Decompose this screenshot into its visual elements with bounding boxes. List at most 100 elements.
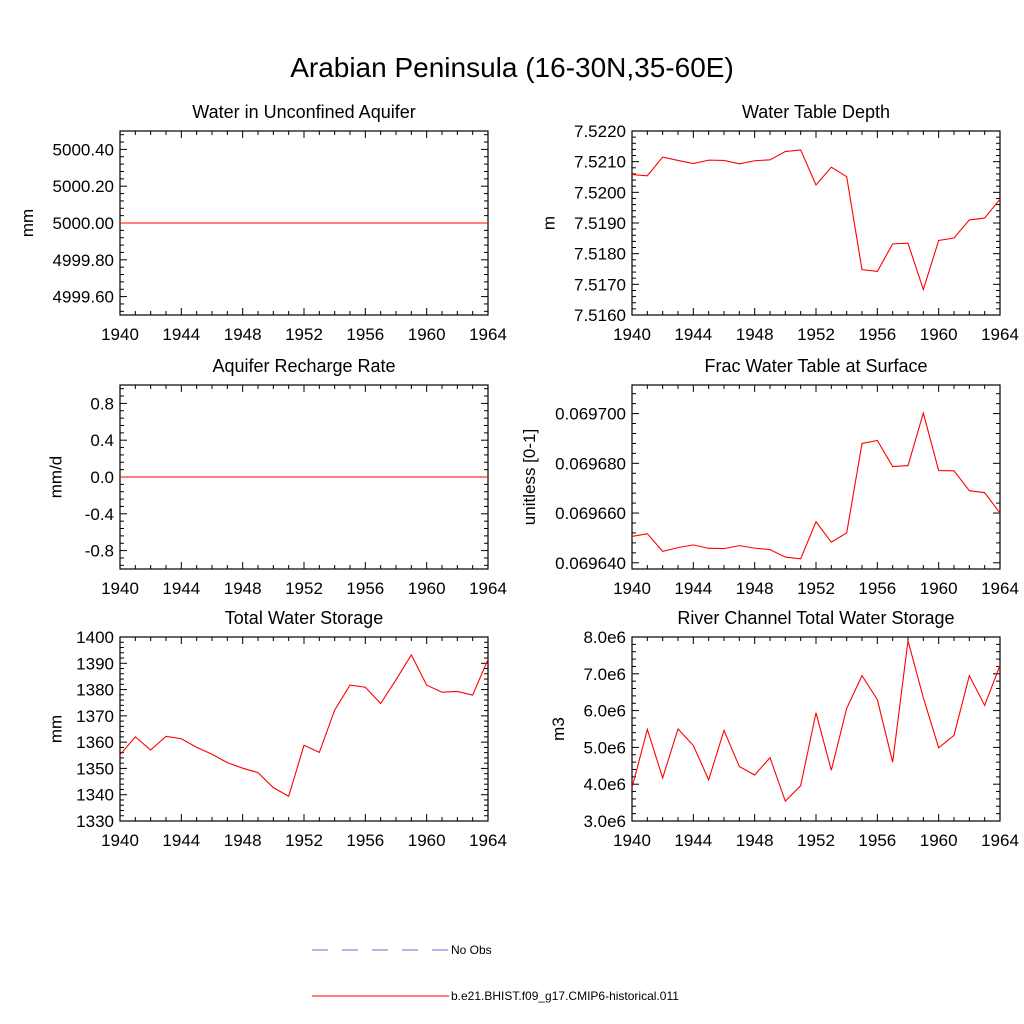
x-tick-label: 1952	[285, 325, 323, 344]
y-axis-label: unitless [0-1]	[520, 429, 539, 525]
y-tick-label: 0.069700	[555, 405, 626, 424]
x-tick-label: 1952	[285, 831, 323, 850]
y-tick-label: 5000.00	[53, 214, 114, 233]
x-tick-label: 1944	[674, 325, 712, 344]
y-tick-label: 4999.80	[53, 251, 114, 270]
y-tick-label: 0.8	[90, 394, 114, 413]
y-tick-label: 7.5190	[574, 214, 626, 233]
y-tick-label: 1370	[76, 707, 114, 726]
y-tick-label: 1340	[76, 786, 114, 805]
x-tick-label: 1952	[797, 325, 835, 344]
y-axis-label: mm/d	[47, 456, 66, 499]
chart-panel-2: 1940 1944 1948 1952 1956 1960 1964 7.5160 7.5170…	[539, 102, 1019, 344]
x-tick-label: 1948	[736, 579, 774, 598]
x-tick-label: 1940	[613, 325, 651, 344]
y-tick-label: 0.4	[90, 431, 114, 450]
x-tick-label: 1964	[981, 325, 1019, 344]
x-tick-label: 1952	[797, 831, 835, 850]
chart-panel-3: 1940 1944 1948 1952 1956 1960 1964 -0.8 -0.4 0.0 0…	[47, 356, 507, 598]
y-tick-label: 7.5160	[574, 306, 626, 325]
x-tick-label: 1944	[674, 579, 712, 598]
x-tick-label: 1956	[858, 325, 896, 344]
y-tick-label: 3.0e6	[583, 812, 626, 831]
x-tick-label: 1960	[408, 325, 446, 344]
y-tick-label: -0.4	[85, 505, 114, 524]
y-tick-label: 7.0e6	[583, 665, 626, 684]
plot-frame	[119, 636, 489, 822]
plot-frame	[631, 384, 1001, 570]
y-axis-label: mm	[47, 715, 66, 743]
y-tick-label: 5000.20	[53, 177, 114, 196]
chart-panel-1: 1940 1944 1948 1952 1956 1960 1964 4999.60 4999.…	[18, 102, 507, 344]
x-tick-label: 1948	[224, 831, 262, 850]
y-tick-label: 0.069640	[555, 554, 626, 573]
x-tick-label: 1964	[469, 325, 507, 344]
x-tick-label: 1956	[858, 831, 896, 850]
y-tick-label: 1380	[76, 681, 114, 700]
y-tick-label: 1400	[76, 628, 114, 647]
y-tick-label: 4999.60	[53, 288, 114, 307]
x-tick-label: 1948	[224, 579, 262, 598]
x-tick-label: 1964	[469, 831, 507, 850]
page-title: Arabian Peninsula (16-30N,35-60E)	[290, 52, 734, 83]
plot-frame	[631, 130, 1001, 316]
x-tick-label: 1948	[736, 831, 774, 850]
y-tick-label: 7.5170	[574, 275, 626, 294]
chart-panel-5: 1940 1944 1948 1952 1956 1960 1964 1330 1340 1350…	[47, 608, 507, 850]
chart-panel-4: 1940 1944 1948 1952 1956 1960 1964 0.069640 0.06…	[520, 356, 1019, 598]
x-tick-label: 1940	[101, 325, 139, 344]
x-tick-label: 1952	[797, 579, 835, 598]
y-tick-label: 4.0e6	[583, 775, 626, 794]
x-tick-label: 1944	[162, 325, 200, 344]
y-axis-label: m3	[549, 717, 568, 741]
x-tick-label: 1964	[981, 831, 1019, 850]
y-tick-label: 0.069660	[555, 504, 626, 523]
series-line	[631, 411, 1001, 560]
panel-title: Aquifer Recharge Rate	[212, 356, 395, 376]
x-tick-label: 1956	[346, 325, 384, 344]
y-tick-label: 0.069680	[555, 454, 626, 473]
x-tick-label: 1944	[162, 579, 200, 598]
y-tick-label: 7.5210	[574, 153, 626, 172]
y-tick-label: -0.8	[85, 542, 114, 561]
x-tick-label: 1960	[920, 579, 958, 598]
panel-title: Total Water Storage	[225, 608, 383, 628]
x-tick-label: 1948	[224, 325, 262, 344]
y-axis-label: mm	[18, 209, 37, 237]
y-tick-label: 6.0e6	[583, 702, 626, 721]
y-tick-label: 1360	[76, 733, 114, 752]
x-tick-label: 1940	[101, 831, 139, 850]
x-tick-label: 1940	[613, 579, 651, 598]
x-tick-label: 1964	[981, 579, 1019, 598]
plot-frame	[631, 636, 1001, 822]
x-tick-label: 1952	[285, 579, 323, 598]
x-tick-label: 1940	[101, 579, 139, 598]
x-tick-label: 1960	[920, 831, 958, 850]
x-tick-label: 1960	[920, 325, 958, 344]
x-tick-label: 1960	[408, 831, 446, 850]
series-line	[631, 149, 1001, 292]
x-tick-label: 1948	[736, 325, 774, 344]
x-tick-label: 1944	[162, 831, 200, 850]
panel-title: Frac Water Table at Surface	[704, 356, 927, 376]
x-tick-label: 1956	[346, 579, 384, 598]
x-tick-label: 1944	[674, 831, 712, 850]
panel-title: Water in Unconfined Aquifer	[192, 102, 415, 122]
legend-label: b.e21.BHIST.f09_g17.CMIP6-historical.011	[451, 989, 679, 1003]
y-tick-label: 5000.40	[53, 140, 114, 159]
y-tick-label: 7.5220	[574, 122, 626, 141]
y-tick-label: 7.5180	[574, 245, 626, 264]
panel-title: Water Table Depth	[742, 102, 890, 122]
series-line	[119, 653, 489, 798]
x-tick-label: 1956	[858, 579, 896, 598]
y-tick-label: 1350	[76, 759, 114, 778]
x-tick-label: 1940	[613, 831, 651, 850]
legend-label: No Obs	[451, 943, 492, 957]
y-tick-label: 1390	[76, 654, 114, 673]
x-tick-label: 1960	[408, 579, 446, 598]
x-tick-label: 1956	[346, 831, 384, 850]
panel-title: River Channel Total Water Storage	[677, 608, 954, 628]
y-tick-label: 0.0	[90, 468, 114, 487]
